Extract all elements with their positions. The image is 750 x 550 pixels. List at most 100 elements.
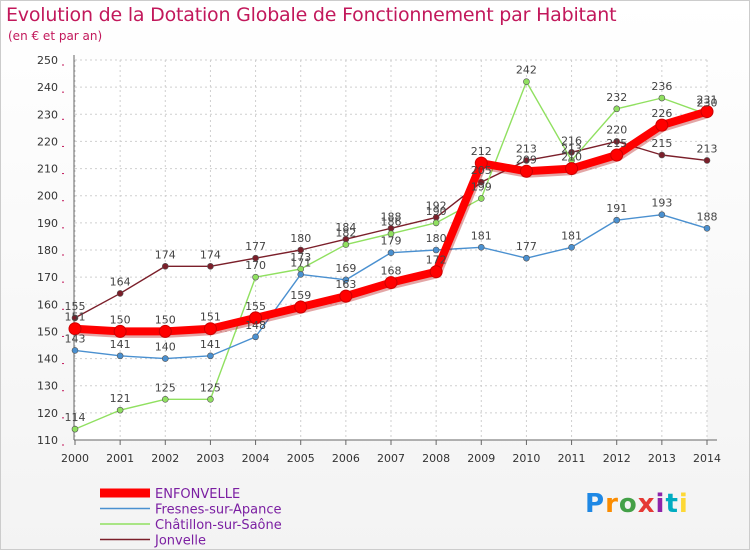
- y-tick-label: 160: [37, 298, 58, 311]
- data-label-jonvelle: 155: [65, 300, 86, 313]
- y-tick-label: 220: [37, 135, 58, 148]
- data-point-chatillon-sur-saone: [71, 425, 79, 433]
- data-point-jonvelle: [523, 157, 530, 164]
- x-tick-label: 2010: [512, 452, 540, 465]
- data-label-jonvelle: 184: [335, 221, 356, 234]
- data-label-fresnes-sur-apance: 181: [561, 229, 582, 242]
- data-point-fresnes-sur-apance: [297, 271, 305, 278]
- data-point-fresnes-sur-apance: [523, 254, 530, 262]
- data-point-chatillon-sur-saone: [116, 406, 124, 414]
- data-point-chatillon-sur-saone: [432, 219, 440, 227]
- x-tick-label: 2001: [106, 452, 134, 465]
- data-label-jonvelle: 213: [516, 142, 537, 155]
- x-tick-label: 2011: [558, 452, 586, 465]
- data-label-fresnes-sur-apance: 169: [335, 262, 356, 275]
- data-label-chatillon-sur-saone: 242: [516, 64, 537, 77]
- data-label-fresnes-sur-apance: 180: [426, 232, 447, 245]
- legend-label-chatillon-sur-saone: Châtillon-sur-Saône: [155, 518, 282, 533]
- data-point-jonvelle: [703, 157, 711, 164]
- data-label-chatillon-sur-saone: 199: [471, 180, 492, 193]
- y-tick-label: 240: [37, 81, 58, 94]
- data-label-jonvelle: 164: [110, 275, 131, 288]
- y-tick-label: 210: [37, 163, 58, 176]
- x-tick-label: 2008: [422, 452, 450, 465]
- data-label-jonvelle: 215: [651, 137, 672, 150]
- data-label-jonvelle: 213: [697, 142, 718, 155]
- data-point-enfonvelle: [294, 300, 308, 314]
- data-label-enfonvelle: 215: [606, 137, 627, 150]
- data-label-jonvelle: 205: [471, 164, 492, 177]
- data-label-jonvelle: 220: [606, 123, 627, 136]
- data-label-chatillon-sur-saone: 125: [200, 381, 221, 394]
- data-label-fresnes-sur-apance: 179: [381, 235, 402, 248]
- y-tick-label: 230: [37, 108, 58, 121]
- data-label-chatillon-sur-saone: 232: [606, 91, 627, 104]
- data-point-enfonvelle: [113, 324, 127, 338]
- data-point-enfonvelle: [519, 164, 533, 178]
- data-label-jonvelle: 177: [245, 240, 266, 253]
- y-tick-label: 170: [37, 271, 58, 284]
- logo-letter: o: [618, 489, 638, 519]
- logo-letter: i: [655, 489, 666, 519]
- data-label-fresnes-sur-apance: 148: [245, 319, 266, 332]
- y-tick-label: 200: [37, 190, 58, 203]
- data-label-chatillon-sur-saone: 173: [290, 251, 311, 264]
- x-tick-label: 2013: [648, 452, 676, 465]
- data-point-jonvelle: [252, 254, 259, 262]
- y-tick-label: 150: [37, 325, 58, 338]
- data-label-chatillon-sur-saone: 114: [65, 411, 86, 424]
- logo-letter: t: [665, 489, 679, 519]
- logo-letter: x: [637, 489, 656, 519]
- legend-label-jonvelle: Jonvelle: [154, 534, 206, 549]
- data-label-enfonvelle: 159: [290, 289, 311, 302]
- data-label-fresnes-sur-apance: 193: [651, 197, 672, 210]
- data-point-jonvelle: [161, 262, 169, 270]
- data-point-chatillon-sur-saone: [387, 230, 395, 238]
- data-point-enfonvelle: [249, 311, 263, 325]
- data-label-enfonvelle: 226: [651, 107, 672, 120]
- data-point-enfonvelle: [339, 289, 353, 303]
- legend-label-fresnes-sur-apance: Fresnes-sur-Apance: [155, 503, 282, 518]
- data-label-fresnes-sur-apance: 177: [516, 240, 537, 253]
- series-lines: [68, 78, 714, 433]
- proxiti-logo: Proxiti: [585, 489, 689, 519]
- chart-title: Evolution de la Dotation Globale de Fonc…: [6, 4, 617, 26]
- data-label-enfonvelle: 210: [561, 151, 582, 164]
- x-tick-label: 2014: [693, 452, 721, 465]
- data-point-chatillon-sur-saone: [342, 241, 350, 248]
- data-label-fresnes-sur-apance: 140: [155, 341, 176, 354]
- data-label-chatillon-sur-saone: 236: [651, 80, 672, 93]
- data-label-jonvelle: 192: [426, 199, 447, 212]
- chart-subtitle: (en € et par an): [8, 29, 103, 43]
- x-tick-label: 2007: [377, 452, 405, 465]
- axes: 1101201301401501601701801902002102202302…: [37, 54, 721, 465]
- data-point-chatillon-sur-saone: [613, 105, 621, 113]
- logo-letter: r: [605, 489, 619, 519]
- data-label-chatillon-sur-saone: 121: [110, 392, 131, 405]
- data-label-jonvelle: 174: [155, 248, 176, 261]
- data-point-fresnes-sur-apance: [477, 243, 485, 251]
- data-label-jonvelle: 216: [561, 134, 582, 147]
- data-label-chatillon-sur-saone: 213: [561, 142, 582, 155]
- data-point-fresnes-sur-apance: [116, 352, 124, 360]
- data-label-enfonvelle: 151: [65, 311, 86, 324]
- data-label-jonvelle: 180: [290, 232, 311, 245]
- x-tick-label: 2002: [151, 452, 179, 465]
- y-tick-label: 130: [37, 380, 58, 393]
- data-point-jonvelle: [71, 314, 79, 322]
- x-tick-label: 2003: [196, 452, 224, 465]
- data-label-fresnes-sur-apance: 191: [606, 202, 627, 215]
- data-point-enfonvelle: [610, 148, 624, 162]
- data-label-enfonvelle: 168: [381, 265, 402, 278]
- data-point-fresnes-sur-apance: [342, 276, 350, 284]
- data-point-fresnes-sur-apance: [71, 347, 79, 354]
- data-point-fresnes-sur-apance: [613, 216, 621, 224]
- data-label-enfonvelle: 150: [110, 313, 131, 326]
- data-label-chatillon-sur-saone: 186: [381, 216, 402, 229]
- y-tick-label: 190: [37, 217, 58, 230]
- data-label-chatillon-sur-saone: 170: [245, 259, 266, 272]
- data-point-jonvelle: [116, 290, 124, 297]
- data-point-fresnes-sur-apance: [703, 224, 711, 232]
- data-point-enfonvelle: [68, 322, 82, 336]
- x-tick-label: 2004: [242, 452, 270, 465]
